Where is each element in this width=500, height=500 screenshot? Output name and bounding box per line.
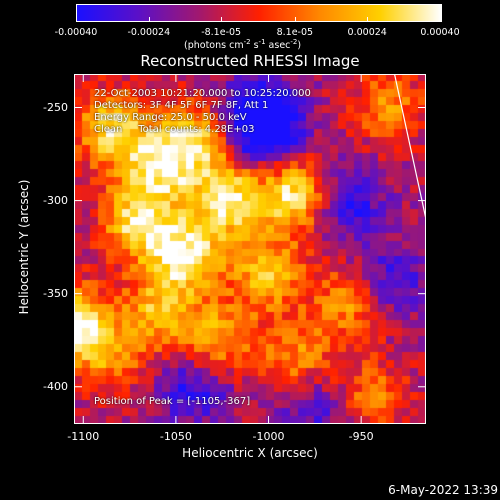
axis-ticks [74,74,426,424]
annotation-clean: Clean Total counts: 4.28E+03 [94,124,255,135]
colorbar-tick-mark [221,17,223,22]
annotation-time: 22-Oct-2003 10:21:20.000 to 10:25:20.000 [94,88,311,99]
colorbar-tick-label: -0.00024 [127,27,171,38]
colorbar-tick-mark [76,17,77,22]
footer-date: 6-May-2022 13:39 [388,483,498,497]
colorbar-tick-mark [367,17,369,22]
x-tick-label: -1100 [67,430,100,443]
x-tick-label: -1000 [252,430,285,443]
x-tick-label: -950 [348,430,374,443]
colorbar-tick-mark [294,17,296,22]
x-tick-label: -1050 [159,430,192,443]
y-tick-label: -400 [43,379,68,393]
colorbar-gradient [77,5,441,21]
colorbar-tick-label: 0.00040 [420,27,460,38]
heatmap-image [74,74,426,424]
plot-overlay [74,74,426,424]
peak-position-label: Position of Peak = [-1105,-367] [94,396,251,407]
colorbar-units: (photons cm-2 s-1 asec-2) [184,38,302,52]
colorbar-tick-label: -0.00040 [54,27,98,38]
plot-area: 22-Oct-2003 10:21:20.000 to 10:25:20.000… [74,74,426,424]
colorbar [76,4,442,22]
y-tick-label: -250 [43,100,68,114]
annotation-energy: Energy Range: 25.0 - 50.0 keV [94,112,247,123]
colorbar-tick-mark [148,17,150,22]
colorbar-tick-label: 8.1e-05 [276,27,314,38]
chart-title: Reconstructed RHESSI Image [140,52,360,70]
colorbar-tick-mark [440,17,441,22]
colorbar-tick-label: -8.1e-05 [201,27,242,38]
plot-frame [74,74,426,424]
colorbar-tick-label: 0.00024 [347,27,387,38]
y-axis-label: Heliocentric Y (arcsec) [17,179,31,315]
annotation-detectors: Detectors: 3F 4F 5F 6F 7F 8F, Att 1 [94,100,269,111]
y-tick-label: -300 [43,193,68,207]
y-tick-label: -350 [43,286,68,300]
x-axis-label: Heliocentric X (arcsec) [182,446,318,460]
solar-limb-line [393,74,426,220]
